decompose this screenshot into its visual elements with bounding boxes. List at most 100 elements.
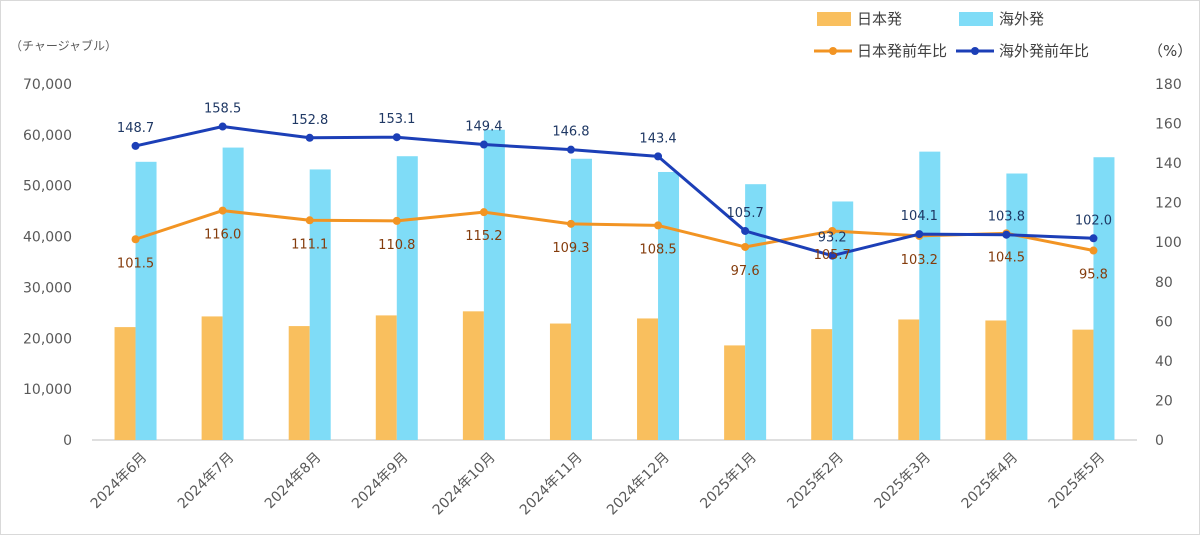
bar-overseas	[919, 151, 941, 440]
x-tick-label: 2025年1月	[697, 450, 760, 513]
bar-japan	[549, 323, 571, 440]
point-overseas-yoy	[218, 122, 227, 131]
data-label-overseas-yoy: 104.1	[901, 209, 938, 224]
right-tick-label: 140	[1155, 156, 1182, 172]
legend: 日本発 海外発 日本発前年比 海外発前年比	[814, 10, 1089, 60]
point-overseas-yoy	[741, 226, 750, 235]
bar-overseas	[745, 184, 767, 440]
bar-japan	[1072, 329, 1094, 440]
legend-label-japan-yoy: 日本発前年比	[857, 42, 947, 60]
point-japan-yoy	[131, 235, 140, 244]
bar-overseas	[832, 201, 854, 440]
bar-japan	[898, 319, 920, 440]
line-series-group	[131, 122, 1098, 260]
left-tick-label: 60,000	[23, 128, 72, 144]
bar-japan	[637, 318, 659, 440]
data-label-japan-yoy: 109.3	[552, 241, 589, 256]
point-overseas-yoy	[131, 141, 140, 150]
bar-overseas	[1093, 157, 1115, 440]
legend-label-overseas: 海外発	[999, 10, 1044, 28]
point-overseas-yoy	[1002, 230, 1011, 239]
point-japan-yoy	[566, 219, 575, 228]
data-label-overseas-yoy: 103.8	[988, 210, 1025, 225]
x-tick-label: 2024年10月	[430, 450, 499, 519]
bar-overseas	[1006, 173, 1028, 440]
legend-swatch-overseas	[959, 12, 993, 26]
point-overseas-yoy	[566, 145, 575, 154]
point-japan-yoy	[218, 206, 227, 215]
data-label-overseas-yoy: 146.8	[552, 125, 589, 140]
bar-overseas	[309, 169, 331, 440]
left-tick-label: 70,000	[23, 77, 72, 93]
bar-overseas	[396, 156, 418, 440]
left-tick-label: 50,000	[23, 179, 72, 195]
data-label-japan-yoy: 97.6	[731, 264, 760, 279]
data-label-overseas-yoy: 153.1	[378, 112, 415, 127]
data-label-overseas-yoy: 102.0	[1075, 213, 1112, 228]
left-tick-label: 30,000	[23, 280, 72, 296]
bar-japan	[462, 311, 484, 440]
right-axis-unit: （%）	[1148, 42, 1192, 60]
left-tick-label: 20,000	[23, 331, 72, 347]
right-tick-label: 0	[1155, 433, 1164, 449]
point-overseas-yoy	[479, 140, 488, 149]
data-label-japan-yoy: 105.7	[814, 248, 851, 263]
bar-japan	[375, 315, 397, 440]
bar-japan	[114, 327, 136, 440]
x-tick-label: 2024年8月	[262, 450, 325, 513]
data-label-overseas-yoy: 93.2	[818, 231, 847, 246]
left-axis: 0 10,000 20,000 30,000 40,000 50,000 60,000 70,…	[23, 77, 72, 449]
data-label-overseas-yoy: 148.7	[117, 121, 154, 136]
data-label-japan-yoy: 108.5	[639, 242, 676, 257]
data-label-japan-yoy: 95.8	[1079, 268, 1108, 283]
data-label-overseas-yoy: 158.5	[204, 102, 241, 117]
line-japan-yoy	[135, 209, 1094, 253]
data-label-japan-yoy: 110.8	[378, 238, 415, 253]
point-japan-yoy	[741, 242, 750, 251]
point-overseas-yoy	[392, 133, 401, 142]
x-axis: 2024年6月 2024年7月 2024年8月 2024年9月 2024年10月 2024…	[88, 450, 1109, 519]
point-japan-yoy	[654, 221, 663, 230]
point-overseas-yoy	[915, 230, 924, 239]
x-tick-label: 2024年7月	[175, 450, 238, 513]
x-tick-label: 2025年3月	[872, 450, 935, 513]
bar-japan	[985, 320, 1007, 440]
point-japan-yoy	[479, 208, 488, 217]
left-tick-label: 40,000	[23, 230, 72, 246]
right-tick-label: 80	[1155, 275, 1173, 291]
data-label-japan-yoy: 101.5	[117, 256, 154, 271]
data-label-overseas-yoy: 152.8	[291, 113, 328, 128]
right-tick-label: 100	[1155, 235, 1182, 251]
bar-overseas	[222, 147, 244, 441]
left-tick-label: 0	[63, 433, 72, 449]
data-label-japan-yoy: 111.1	[291, 237, 328, 252]
data-label-japan-yoy: 103.2	[901, 253, 938, 268]
bar-overseas	[483, 129, 505, 440]
x-tick-label: 2024年12月	[604, 450, 673, 519]
x-tick-label: 2025年2月	[784, 450, 847, 513]
bar-japan	[811, 329, 833, 440]
x-tick-label: 2025年5月	[1046, 450, 1109, 513]
point-japan-yoy	[828, 226, 837, 235]
data-label-overseas-yoy: 105.7	[727, 206, 764, 221]
bar-japan	[288, 326, 310, 440]
left-axis-unit: （チャージャブル）	[10, 38, 117, 53]
x-tick-label: 2024年11月	[517, 450, 586, 519]
data-label-overseas-yoy: 149.4	[465, 120, 502, 135]
legend-label-overseas-yoy: 海外発前年比	[999, 42, 1089, 60]
point-japan-yoy	[392, 216, 401, 225]
right-tick-label: 60	[1155, 314, 1173, 330]
bar-japan	[724, 345, 746, 440]
legend-marker-japan-yoy	[829, 47, 837, 55]
bar-overseas	[135, 161, 157, 440]
x-tick-label: 2024年6月	[88, 450, 151, 513]
bar-japan	[201, 316, 223, 440]
bar-overseas	[658, 171, 680, 441]
point-japan-yoy	[305, 216, 314, 225]
right-tick-label: 120	[1155, 196, 1182, 212]
right-axis: 0 20 40 60 80 100 120 140 160 180	[1155, 77, 1182, 449]
bar-series-group	[114, 129, 1115, 441]
point-japan-yoy	[1089, 246, 1098, 255]
